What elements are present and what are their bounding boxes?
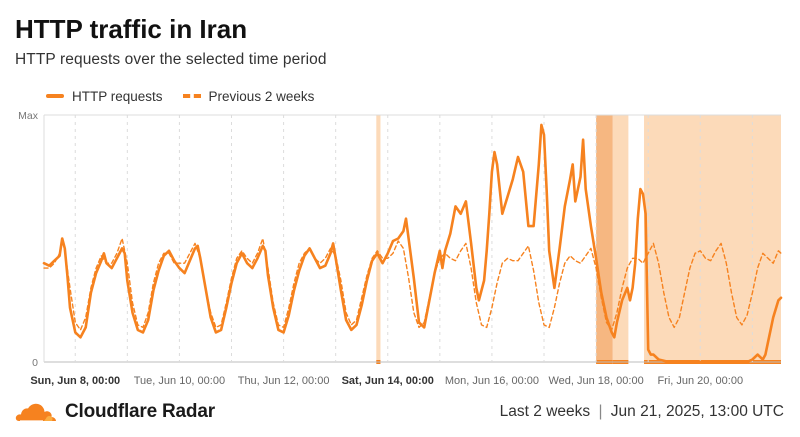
- traffic-line-chart: Max 0 Sun, Jun 8, 00:00 Tue, Jun 10, 00:00 T…: [18, 110, 783, 387]
- chart-subtitle: HTTP requests over the selected time per…: [15, 51, 327, 68]
- highlight-band-1: [596, 115, 613, 362]
- legend-item-previous[interactable]: Previous 2 weeks: [182, 88, 315, 104]
- chart-title: HTTP traffic in Iran: [15, 14, 248, 44]
- cloudflare-cloud-icon: [15, 403, 57, 422]
- legend-item-current[interactable]: HTTP requests: [46, 89, 163, 104]
- y-tick-max: Max: [18, 110, 39, 122]
- timestamp-label: Jun 21, 2025, 13:00 UTC: [610, 403, 784, 420]
- brand-name: Cloudflare Radar: [65, 401, 215, 422]
- range-separator: |: [598, 403, 603, 420]
- x-tick-label-2: Thu, Jun 12, 00:00: [238, 375, 330, 387]
- highlight-band-3: [644, 115, 781, 362]
- highlight-band-0: [376, 115, 381, 362]
- x-tick-label-6: Fri, Jun 20, 00:00: [657, 375, 743, 387]
- legend-label-previous: Previous 2 weeks: [208, 88, 315, 104]
- series-line-http-requests: [42, 123, 783, 364]
- y-tick-zero: 0: [32, 357, 38, 369]
- range-label: Last 2 weeks: [499, 403, 591, 420]
- x-tick-label-3: Sat, Jun 14, 00:00: [342, 375, 434, 387]
- chart-legend: HTTP requests Previous 2 weeks: [46, 87, 334, 105]
- cloudflare-radar-logo[interactable]: Cloudflare Radar: [15, 400, 215, 424]
- x-tick-label-0: Sun, Jun 8, 00:00: [30, 375, 120, 387]
- x-tick-label-1: Tue, Jun 10, 00:00: [134, 375, 225, 387]
- highlight-band-2: [612, 115, 629, 362]
- legend-swatch-dashed: [182, 94, 201, 98]
- time-range-info: Last 2 weeks | Jun 21, 2025, 13:00 UTC: [500, 403, 784, 421]
- legend-label-current: HTTP requests: [72, 88, 163, 104]
- x-tick-label-4: Mon, Jun 16, 00:00: [445, 375, 539, 387]
- x-tick-label-5: Wed, Jun 18, 00:00: [548, 375, 643, 387]
- legend-swatch-solid: [46, 94, 64, 98]
